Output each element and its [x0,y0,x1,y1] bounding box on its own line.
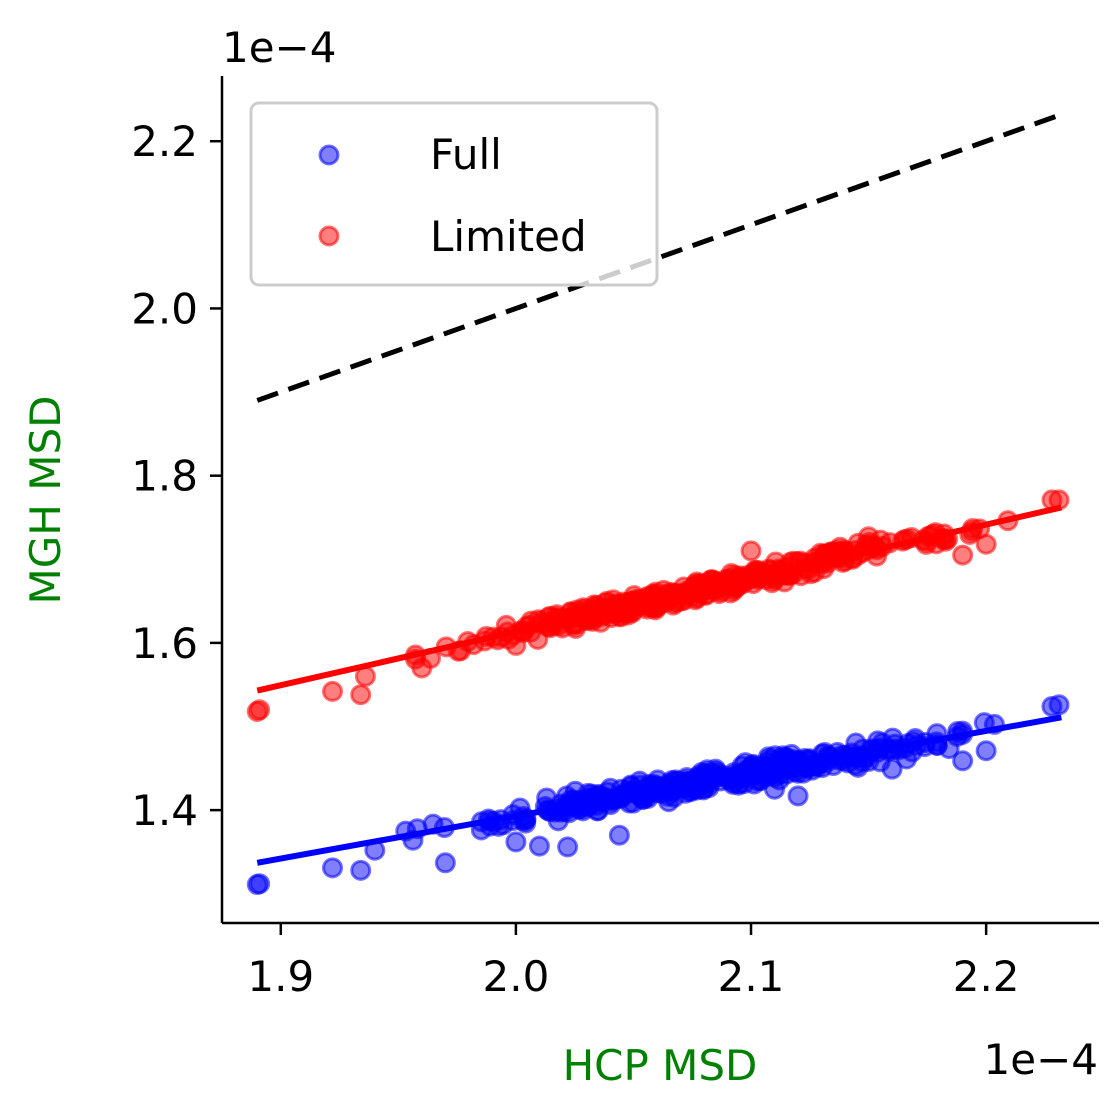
series-full [246,694,1070,896]
data-point [350,859,372,881]
data-point [350,684,372,706]
data-point [858,526,880,548]
x-offset-label: 1e−4 [984,1035,1098,1084]
legend-marker-full [318,144,340,166]
lines-layer [256,112,1063,866]
data-point [952,750,974,772]
data-point [411,657,433,679]
data-point [556,785,578,807]
data-point [608,824,630,846]
y-tick-label: 1.8 [131,452,198,501]
legend-box [249,101,659,287]
x-axis-label: HCP MSD [563,1041,758,1090]
data-point [505,831,527,853]
data-point [434,852,456,874]
axes-layer [220,76,1099,925]
x-tick-label: 2.0 [483,952,550,1001]
y-axis-label: MGH MSD [21,396,70,605]
data-point [1048,694,1070,716]
data-point [322,680,344,702]
data-point [557,836,579,858]
points-layer [246,489,1070,896]
data-point [505,634,527,656]
data-point [787,785,809,807]
legend-label-limited: Limited [430,212,587,261]
series-limited [246,489,1070,722]
fit-line-limited [256,504,1063,694]
x-tick-label: 2.2 [953,952,1020,1001]
data-point [881,758,903,780]
data-point [975,740,997,762]
data-point [322,857,344,879]
y-tick-label: 2.0 [131,284,198,333]
y-offset-label: 1e−4 [222,23,336,72]
y-tick-label: 2.2 [131,117,198,166]
data-point [952,544,974,566]
data-point [528,835,550,857]
data-point [249,873,271,895]
data-point [740,540,762,562]
legend: Full Limited [249,101,659,287]
identity-line [256,112,1063,403]
y-tick-label: 1.6 [131,619,198,668]
data-point [764,778,786,800]
x-tick-label: 1.9 [247,952,314,1001]
legend-marker-limited [318,225,340,247]
data-point [658,791,680,813]
ticks-layer: 1.9 2.0 2.1 2.2 1.4 1.6 1.8 2.0 2.2 [131,117,1019,1001]
data-point [975,533,997,555]
y-tick-label: 1.4 [131,786,198,835]
fit-line-full [256,714,1062,866]
x-tick-label: 2.1 [718,952,785,1001]
data-point [249,699,271,721]
legend-label-full: Full [430,130,502,179]
